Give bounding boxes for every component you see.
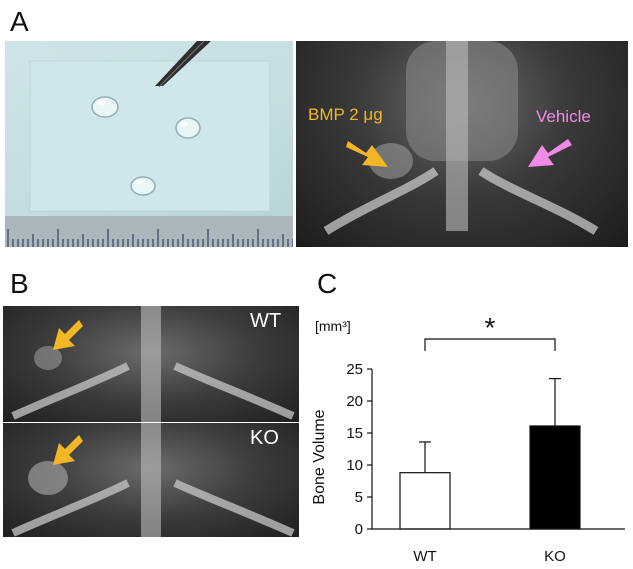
ko-ossicle [28, 461, 68, 495]
bars [399, 377, 581, 530]
wt-left-femur [11, 362, 130, 420]
x-tick-label-ko: KO [544, 548, 566, 565]
left-femur [323, 167, 439, 235]
bar-wt [399, 472, 451, 530]
x-tick-labels: WT KO [413, 548, 566, 565]
xray-photo-wt: WT [3, 306, 299, 422]
significance-bracket-line [424, 338, 556, 351]
xray-illustration-ko [11, 423, 295, 537]
wt-label: WT [250, 310, 282, 332]
bmp-arrow [346, 141, 388, 167]
y-axis-title: Bone Volume [311, 409, 328, 504]
droplet-photo-illustration [5, 41, 293, 247]
wt-ossicle [34, 346, 62, 370]
droplet-left [91, 96, 119, 118]
ruler-ticks [7, 229, 293, 247]
panel-c-label: C [317, 268, 338, 299]
wt-right-femur [173, 362, 295, 420]
bmp-dose-label: BMP 2 μg [308, 105, 383, 124]
panel-a-label: A [10, 6, 29, 37]
bmp-ossicle [369, 143, 413, 179]
ko-label: KO [250, 427, 279, 449]
y-tick-label: 5 [355, 489, 363, 506]
droplet-photo [5, 41, 293, 247]
right-femur [478, 167, 599, 235]
significance-bracket: * [424, 312, 556, 351]
y-ticks: 0 5 10 15 20 25 [346, 361, 372, 538]
ko-arrow [53, 435, 83, 465]
vehicle-label: Vehicle [536, 107, 591, 126]
y-tick-label: 25 [346, 361, 363, 378]
y-tick-label: 20 [346, 393, 363, 410]
ko-left-femur [11, 479, 130, 537]
xray-photo-ko: KO [3, 423, 299, 537]
y-unit-label: [mm³] [315, 318, 351, 334]
xray-illustration-a [323, 41, 599, 235]
xray-illustration-wt [11, 306, 295, 422]
ko-right-femur [173, 479, 295, 537]
xray-photo-a: BMP 2 μg Vehicle [296, 41, 628, 247]
vehicle-arrow [528, 139, 572, 167]
panel-b-label: B [10, 268, 29, 299]
significance-star: * [485, 312, 496, 343]
bone-volume-chart: [mm³] Bone Volume 0 5 10 15 20 25 * WT KO [311, 312, 625, 565]
wt-spine [141, 306, 161, 422]
droplet-right [175, 117, 201, 139]
droplet-bottom [130, 176, 156, 196]
ko-spine [141, 423, 161, 537]
bar-ko [529, 425, 581, 530]
y-tick-label: 10 [346, 457, 363, 474]
x-tick-label-wt: WT [413, 548, 436, 565]
y-tick-label: 15 [346, 425, 363, 442]
y-tick-label: 0 [355, 521, 363, 538]
spine [446, 41, 468, 231]
wt-arrow [53, 320, 83, 350]
forceps-tip [155, 41, 211, 88]
